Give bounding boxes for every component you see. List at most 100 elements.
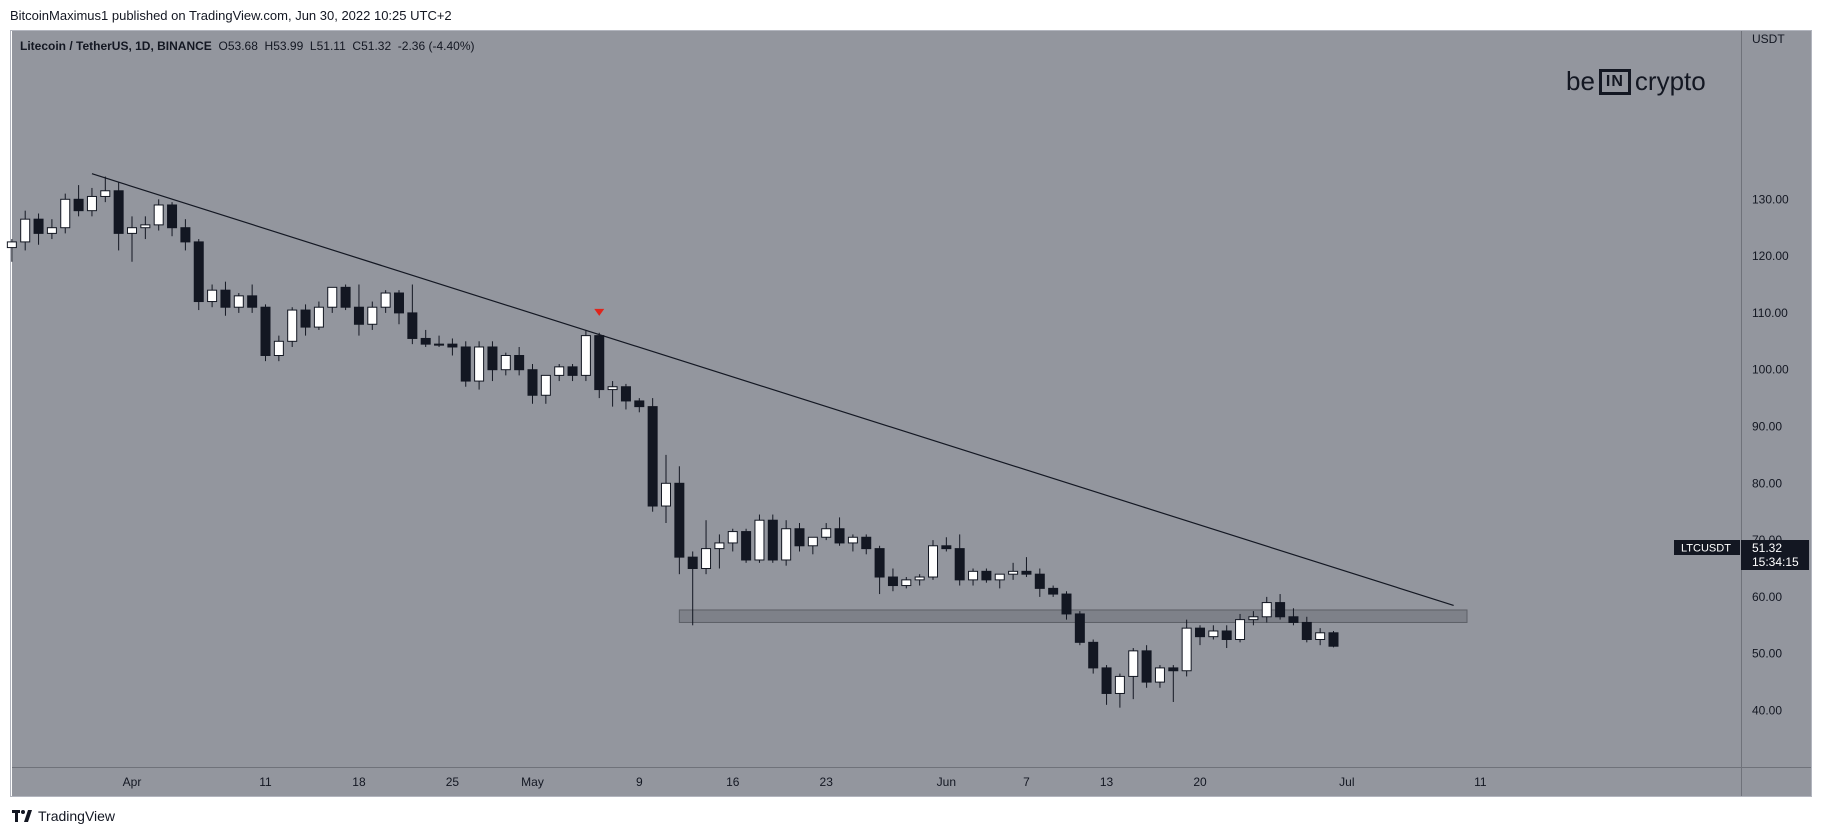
candle-body — [273, 340, 284, 356]
candle-body — [580, 335, 591, 376]
candle-body — [167, 204, 178, 229]
candle — [273, 335, 284, 362]
candle-body — [1275, 602, 1286, 618]
tradingview-brand: TradingView — [38, 808, 116, 824]
candle-body — [647, 406, 658, 507]
candle-body — [260, 306, 271, 356]
candle — [874, 545, 885, 595]
candle — [327, 286, 338, 313]
candle — [447, 338, 458, 356]
descending-resistance-line — [91, 173, 1454, 606]
candle — [300, 304, 311, 336]
candle-body — [1235, 619, 1246, 640]
candle-body — [100, 190, 111, 197]
candle-body — [634, 400, 645, 408]
candle — [620, 383, 631, 410]
candle — [834, 517, 845, 546]
price-axis-currency: USDT — [1752, 32, 1785, 46]
candle-body — [1088, 641, 1099, 669]
candle — [6, 239, 17, 262]
plot-area[interactable] — [12, 31, 1741, 767]
axis-corner — [1741, 767, 1811, 796]
close-label: C — [352, 39, 362, 53]
candle — [127, 216, 137, 262]
candle — [340, 284, 351, 311]
time-tick-label: 13 — [1100, 775, 1114, 789]
candle — [207, 284, 218, 308]
candle — [701, 520, 712, 575]
candle-body — [233, 295, 244, 308]
candle — [487, 341, 498, 382]
rejection-marker-icon — [594, 308, 605, 316]
candle-body — [1141, 650, 1152, 683]
candle — [781, 520, 792, 566]
candle-body — [941, 545, 952, 550]
candle — [153, 199, 164, 231]
candle — [20, 210, 31, 251]
candle — [914, 574, 925, 586]
time-axis[interactable] — [12, 767, 1741, 796]
candle-body — [554, 366, 565, 376]
candle — [1168, 665, 1179, 702]
candle-body — [1208, 630, 1219, 638]
candle-body — [767, 519, 778, 561]
candle-body — [540, 374, 551, 396]
candle — [46, 219, 57, 240]
candle-body — [220, 289, 231, 308]
candle — [474, 341, 485, 390]
candle-body — [434, 343, 445, 346]
candle-body — [460, 346, 471, 382]
candle-body — [1114, 675, 1125, 694]
candle — [1261, 596, 1272, 623]
candle — [527, 364, 538, 404]
candle — [1288, 608, 1299, 626]
candle — [100, 176, 111, 203]
candle — [220, 281, 231, 316]
candle — [380, 290, 391, 313]
time-tick-label: 16 — [726, 775, 740, 789]
candle-countdown: 15:34:15 — [1752, 555, 1799, 569]
candle-body — [1128, 650, 1139, 677]
candle-body — [701, 548, 712, 569]
logo-text-right: crypto — [1634, 66, 1706, 96]
open-value: 53.68 — [227, 39, 258, 53]
candle-body — [754, 519, 765, 561]
candle — [1021, 557, 1032, 578]
candle — [1221, 625, 1232, 649]
candles-group — [6, 176, 1339, 708]
candle-body — [340, 286, 351, 308]
candle-body — [968, 570, 979, 581]
candle-body — [1168, 667, 1179, 672]
candle-body — [981, 570, 992, 581]
close-value: 51.32 — [361, 39, 392, 53]
price-tick-label: 90.00 — [1752, 420, 1782, 434]
candle-body — [420, 337, 431, 345]
candle — [928, 540, 938, 580]
candle-body — [1301, 621, 1312, 641]
trendline-group — [91, 173, 1454, 606]
time-tick-label: Apr — [123, 775, 142, 789]
candle-body — [674, 482, 685, 558]
candle — [1195, 625, 1205, 646]
candle — [754, 514, 765, 563]
candle-body — [113, 190, 124, 234]
time-tick-label: 9 — [636, 775, 643, 789]
candle-body — [20, 218, 31, 243]
price-tick-label: 130.00 — [1752, 192, 1789, 206]
low-value: 51.11 — [316, 39, 346, 53]
price-axis[interactable] — [1741, 31, 1811, 767]
time-tick-label: May — [521, 775, 544, 789]
candle-body — [954, 548, 965, 581]
candle-body — [140, 224, 151, 229]
candle-body — [1048, 587, 1059, 595]
logo-text-left: be — [1566, 66, 1595, 96]
candle-body — [620, 386, 631, 402]
candle-body — [180, 227, 191, 243]
candle — [887, 568, 898, 592]
candle — [514, 346, 525, 376]
candle — [634, 398, 645, 413]
candle-body — [447, 343, 458, 348]
candle — [353, 284, 364, 336]
beincrypto-logo: be IN crypto — [1566, 66, 1706, 97]
